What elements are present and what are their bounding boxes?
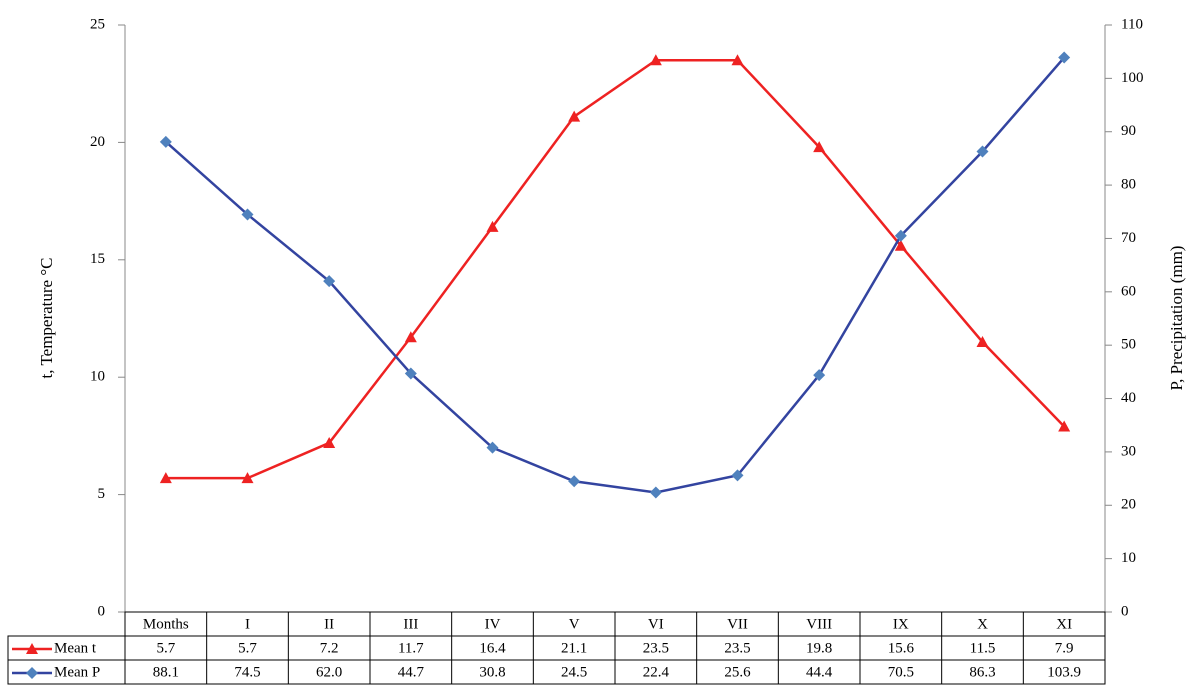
table-value: 103.9: [1047, 664, 1081, 680]
point: [404, 331, 417, 343]
x-tick-label: I: [245, 616, 250, 632]
x-tick-label: III: [403, 616, 418, 632]
point: [976, 145, 989, 158]
table-value: 22.4: [643, 664, 670, 680]
point: [649, 54, 662, 66]
table-value: 30.8: [479, 664, 505, 680]
point: [813, 141, 826, 153]
series-line: [165, 56, 1066, 494]
x-tick-label: IX: [893, 616, 909, 632]
point: [894, 229, 907, 242]
table-value: 86.3: [969, 664, 995, 680]
table-value: 19.8: [806, 640, 832, 656]
y2-tick-label: 70: [1121, 230, 1136, 246]
table-value: 88.1: [153, 664, 179, 680]
point: [323, 275, 336, 288]
table-value: 23.5: [643, 640, 669, 656]
x-tick-label: Months: [143, 616, 189, 632]
x-tick-label: V: [569, 616, 580, 632]
y2-tick-label: 110: [1121, 16, 1143, 32]
y-tick-label: 25: [90, 16, 105, 32]
x-tick-label: VI: [648, 616, 664, 632]
y2-tick-label: 100: [1121, 70, 1144, 86]
table-value: 62.0: [316, 664, 342, 680]
y-tick-label: 10: [90, 369, 105, 385]
table-value: 74.5: [234, 664, 260, 680]
x-tick-label: XI: [1056, 616, 1072, 632]
y-axis-label: t, Temperature °C: [37, 258, 56, 379]
point: [241, 472, 254, 484]
legend-marker: [26, 643, 38, 654]
table-value: 5.7: [156, 640, 175, 656]
legend-label: Mean P: [54, 664, 100, 680]
point: [486, 441, 499, 454]
point: [159, 135, 172, 148]
table-value: 15.6: [888, 640, 915, 656]
table-value: 70.5: [888, 664, 914, 680]
legend-marker: [26, 667, 38, 679]
y2-tick-label: 50: [1121, 337, 1136, 353]
x-tick-label: VIII: [806, 616, 832, 632]
table-value: 24.5: [561, 664, 587, 680]
table-value: 7.2: [320, 640, 339, 656]
point: [649, 486, 662, 499]
legend-label: Mean t: [54, 640, 97, 656]
x-tick-label: II: [324, 616, 334, 632]
y2-tick-label: 30: [1121, 443, 1136, 459]
y-tick-label: 5: [98, 486, 106, 502]
y2-tick-label: 80: [1121, 177, 1136, 193]
point: [159, 472, 172, 484]
point: [1058, 420, 1071, 432]
y2-tick-label: 60: [1121, 283, 1136, 299]
point: [568, 110, 581, 122]
table-value: 16.4: [479, 640, 506, 656]
x-tick-label: IV: [485, 616, 501, 632]
point: [894, 239, 907, 251]
table-value: 25.6: [724, 664, 751, 680]
table-value: 11.7: [398, 640, 424, 656]
point: [731, 469, 744, 482]
point: [731, 54, 744, 66]
table-value: 7.9: [1055, 640, 1074, 656]
y2-tick-label: 90: [1121, 123, 1136, 139]
point: [404, 367, 417, 380]
y2-tick-label: 0: [1121, 603, 1129, 619]
point: [813, 369, 826, 382]
point: [241, 208, 254, 221]
point: [1058, 51, 1071, 64]
y2-tick-label: 10: [1121, 550, 1136, 566]
y2-tick-label: 40: [1121, 390, 1136, 406]
point: [976, 335, 989, 347]
point: [486, 220, 499, 232]
table-value: 5.7: [238, 640, 257, 656]
table-value: 44.7: [398, 664, 425, 680]
point: [323, 436, 336, 448]
table-value: 23.5: [724, 640, 750, 656]
y-tick-label: 20: [90, 134, 105, 150]
point: [568, 475, 581, 488]
table-value: 21.1: [561, 640, 587, 656]
y-tick-label: 15: [90, 251, 105, 267]
y2-tick-label: 20: [1121, 497, 1136, 513]
y2-axis-label: P, Precipitation (mm): [1167, 246, 1186, 391]
table-value: 44.4: [806, 664, 833, 680]
table-value: 11.5: [970, 640, 996, 656]
x-tick-label: VII: [727, 616, 748, 632]
x-tick-label: X: [977, 616, 988, 632]
series-line: [165, 58, 1066, 480]
y-tick-label: 0: [98, 603, 106, 619]
